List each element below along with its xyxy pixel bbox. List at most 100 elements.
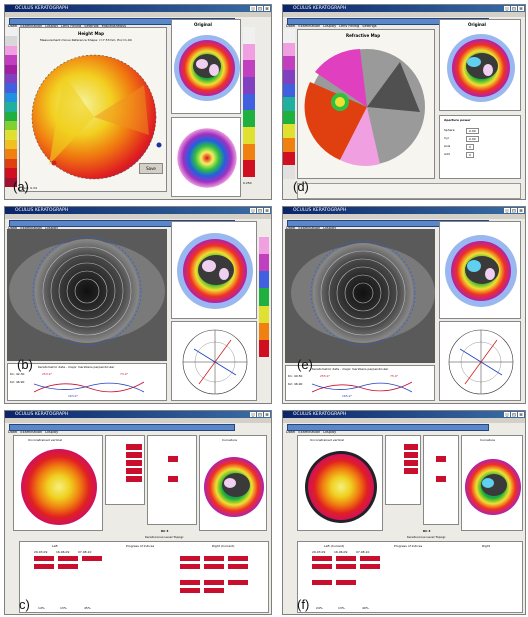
save-button[interactable]: Save <box>139 163 163 174</box>
refractive-map <box>304 49 425 166</box>
close-icon[interactable]: × <box>264 6 270 11</box>
progress-header: Progress of Indices <box>126 544 155 548</box>
menu-item-display[interactable]: Display <box>45 226 59 230</box>
minimize-icon[interactable]: _ <box>250 412 256 417</box>
menu-item-exam[interactable]: Examination <box>298 226 321 230</box>
close-icon[interactable]: × <box>264 208 270 213</box>
k1-value: K1: 40.50 <box>288 374 303 378</box>
menu-item-file[interactable]: Datei <box>8 226 18 230</box>
field-cyl-value[interactable]: 0.00 <box>466 136 479 142</box>
minimize-icon[interactable]: _ <box>504 412 510 417</box>
maximize-icon[interactable]: □ <box>257 6 263 11</box>
close-icon[interactable]: × <box>518 412 524 417</box>
maximize-icon[interactable]: □ <box>511 6 517 11</box>
field-sphere-value[interactable]: 0.00 <box>466 128 479 134</box>
axis-diagram <box>182 329 248 395</box>
menu-item-display[interactable]: Display <box>45 430 59 434</box>
angle-1: 255.9° <box>320 374 331 378</box>
maximize-icon[interactable]: □ <box>257 412 263 417</box>
left-header: Left <box>52 544 58 548</box>
panel-label: (d) <box>293 179 309 194</box>
k1-value: K1: 42.30 <box>10 372 25 376</box>
placido-eye-image <box>7 229 167 361</box>
menu-item-exam[interactable]: Examination <box>20 226 43 230</box>
refractive-map-panel: Refractive Map <box>297 29 435 179</box>
angle-2: 75.9° <box>390 374 399 378</box>
menu-item-exam[interactable]: Examination <box>298 24 321 28</box>
date-3: 07.08.10 <box>78 550 92 554</box>
menu-item-file[interactable]: Datei <box>8 430 18 434</box>
topography-label: Keratoconus Level Topogr. <box>145 535 185 539</box>
menu-item-display[interactable]: Display <box>323 24 337 28</box>
menu-item-exam[interactable]: Examination <box>20 24 43 28</box>
maximize-icon[interactable]: □ <box>257 208 263 213</box>
menu-item-exam[interactable]: Examination <box>298 430 321 434</box>
original-map-panel <box>171 221 257 319</box>
close-icon[interactable]: × <box>264 412 270 417</box>
field-add-value[interactable]: 0 <box>466 152 474 158</box>
placido-eye-image <box>285 229 435 363</box>
axis-chart-panel <box>147 435 197 525</box>
menu-item-display[interactable]: Display <box>45 24 59 28</box>
axis-chart-panel <box>423 435 459 525</box>
maximize-icon[interactable]: □ <box>511 208 517 213</box>
date-2: 16.06.09 <box>334 550 348 554</box>
right-header: Right (Current) <box>212 544 235 548</box>
minimize-icon[interactable]: _ <box>504 208 510 213</box>
minimize-icon[interactable]: _ <box>504 6 510 11</box>
panel-label: (a) <box>13 179 29 194</box>
menu-item-misc[interactable]: Miscellaneous <box>101 24 127 28</box>
close-icon[interactable]: × <box>518 208 524 213</box>
window-title: OCULUS KERATOGRAPH <box>15 208 69 213</box>
menu-bar: Datei Examination Display <box>5 418 271 434</box>
menu-bar: Datei Examination Display <box>5 214 271 230</box>
panel-b: OCULUS KERATOGRAPH _ □ × Datei Examination D… <box>4 206 272 404</box>
scale-value: 0.250 <box>243 181 252 185</box>
kc-level: KC 3 <box>161 529 169 533</box>
axis-diagram-panel <box>171 321 257 401</box>
toolbar[interactable] <box>9 424 235 431</box>
panel-label: (f) <box>297 597 310 612</box>
angle-3: 163.9° <box>68 394 79 398</box>
menu-bar: Datei Examination Display Lens Fitting Setti… <box>5 12 271 28</box>
menu-item-file[interactable]: Datei <box>286 226 296 230</box>
field-cyl-label: Cyl <box>444 136 449 140</box>
menu-item-file[interactable]: Datei <box>8 24 18 28</box>
menu-item-settings[interactable]: Settings <box>84 24 99 28</box>
topography-label: Keratoconus Level Topogr. <box>407 535 447 539</box>
menu-item-file[interactable]: Datei <box>286 24 296 28</box>
menu-item-display[interactable]: Display <box>323 430 337 434</box>
minimize-icon[interactable]: _ <box>250 6 256 11</box>
title-bar: OCULUS KERATOGRAPH _ □ × <box>283 411 525 418</box>
original-map-panel: Original <box>171 19 241 114</box>
left-header: Left (Current) <box>324 544 345 548</box>
menu-item-exam[interactable]: Examination <box>20 430 43 434</box>
date-1: 29.03.09 <box>34 550 48 554</box>
close-icon[interactable]: × <box>518 6 524 11</box>
date-3: 07.08.10 <box>356 550 370 554</box>
original-map <box>445 235 517 307</box>
field-axis-value[interactable]: 0 <box>466 144 474 150</box>
original-map <box>174 35 240 101</box>
title-bar: OCULUS KERATOGRAPH _ □ × <box>5 411 271 418</box>
curvature-map-panel: Curvature <box>461 435 523 531</box>
right-header: Right <box>482 544 490 548</box>
menu-item-display[interactable]: Display <box>323 226 337 230</box>
angle-3: 165.9° <box>342 394 353 398</box>
side-color-scale <box>243 27 255 178</box>
indices-panel <box>385 435 421 505</box>
menu-item-lens[interactable]: Lens Fitting <box>339 24 360 28</box>
menu-item-lens[interactable]: Lens Fitting <box>61 24 82 28</box>
minimize-icon[interactable]: _ <box>250 208 256 213</box>
k2-value: K2: 46.90 <box>10 380 25 384</box>
menu-item-file[interactable]: Datei <box>286 430 296 434</box>
menu-item-settings[interactable]: Settings <box>362 24 377 28</box>
window-title: OCULUS KERATOGRAPH <box>293 208 347 213</box>
keratometric-caption: Keratometric data - major meridians perp… <box>312 367 389 371</box>
title-bar: OCULUS KERATOGRAPH _ □ × <box>5 5 271 12</box>
marker-dot-red <box>51 160 57 166</box>
panel-d: OCULUS KERATOGRAPH _ □ × Datei Examination D… <box>282 4 526 200</box>
toolbar[interactable] <box>287 424 489 431</box>
maximize-icon[interactable]: □ <box>511 412 517 417</box>
unconstrained-map <box>305 451 377 523</box>
